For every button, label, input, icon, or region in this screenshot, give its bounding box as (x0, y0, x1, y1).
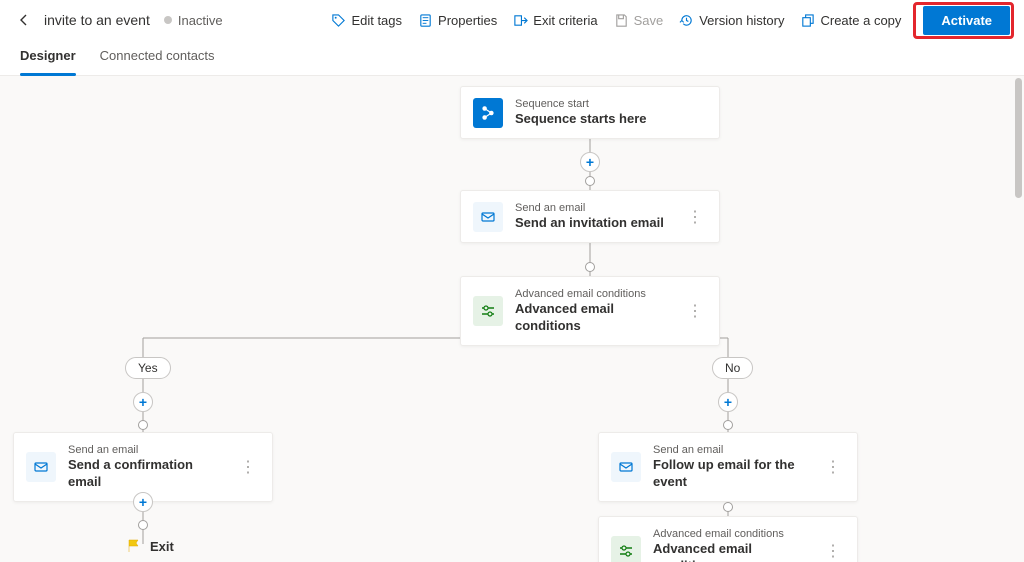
activate-highlight: Activate (913, 2, 1014, 39)
node-type: Send an email (515, 201, 671, 215)
add-step-button[interactable]: + (133, 392, 153, 412)
connector-dot (585, 262, 595, 272)
node-more-icon[interactable]: ⋮ (821, 457, 845, 477)
back-button[interactable] (10, 6, 38, 34)
node-type: Sequence start (515, 97, 707, 111)
connector-dot (723, 502, 733, 512)
tab-bar: Designer Connected contacts (0, 44, 1024, 76)
node-advanced-email-conditions[interactable]: Advanced email conditions Advanced email… (460, 276, 720, 346)
node-name: Follow up email for the event (653, 457, 809, 491)
node-type: Advanced email conditions (653, 527, 809, 541)
node-more-icon[interactable]: ⋮ (683, 301, 707, 321)
node-type: Send an email (68, 443, 224, 457)
properties-button[interactable]: Properties (410, 9, 505, 32)
exit-node[interactable]: Exit (126, 538, 174, 554)
tab-connected-contacts[interactable]: Connected contacts (100, 44, 215, 75)
node-followup-email[interactable]: Send an email Follow up email for the ev… (598, 432, 858, 502)
node-type: Advanced email conditions (515, 287, 671, 301)
connector-dot (585, 176, 595, 186)
condition-icon (611, 536, 641, 562)
email-icon (473, 202, 503, 232)
node-name: Advanced email conditions (653, 541, 809, 562)
edit-tags-button[interactable]: Edit tags (323, 9, 410, 32)
start-icon (473, 98, 503, 128)
exit-criteria-button[interactable]: Exit criteria (505, 9, 605, 32)
node-name: Sequence starts here (515, 111, 707, 128)
node-name: Send an invitation email (515, 215, 671, 232)
node-more-icon[interactable]: ⋮ (683, 207, 707, 227)
node-more-icon[interactable]: ⋮ (821, 541, 845, 561)
connector-dot (138, 520, 148, 530)
yes-label: Yes (125, 357, 171, 379)
node-advanced-email-conditions-2[interactable]: Advanced email conditions Advanced email… (598, 516, 858, 562)
connector-dot (138, 420, 148, 430)
page-title: invite to an event (44, 12, 150, 28)
version-history-button[interactable]: Version history (671, 9, 792, 32)
node-name: Advanced email conditions (515, 301, 671, 335)
add-step-button[interactable]: + (580, 152, 600, 172)
email-icon (26, 452, 56, 482)
flag-icon (126, 538, 142, 554)
create-copy-button[interactable]: Create a copy (792, 9, 909, 32)
add-step-button[interactable]: + (718, 392, 738, 412)
node-send-invitation-email[interactable]: Send an email Send an invitation email ⋮ (460, 190, 720, 243)
node-sequence-start[interactable]: Sequence start Sequence starts here (460, 86, 720, 139)
vertical-scrollbar[interactable] (1015, 78, 1022, 198)
activate-button[interactable]: Activate (923, 6, 1010, 35)
node-name: Send a confirmation email (68, 457, 224, 491)
add-step-button[interactable]: + (133, 492, 153, 512)
connector-dot (723, 420, 733, 430)
designer-canvas[interactable]: Sequence start Sequence starts here + Se… (0, 76, 1024, 562)
status-dot (164, 16, 172, 24)
condition-icon (473, 296, 503, 326)
tab-designer[interactable]: Designer (20, 44, 76, 75)
no-label: No (712, 357, 753, 379)
email-icon (611, 452, 641, 482)
node-type: Send an email (653, 443, 809, 457)
header-bar: invite to an event Inactive Edit tags Pr… (0, 0, 1024, 40)
status-text: Inactive (178, 13, 223, 28)
node-more-icon[interactable]: ⋮ (236, 457, 260, 477)
save-button: Save (606, 9, 672, 32)
